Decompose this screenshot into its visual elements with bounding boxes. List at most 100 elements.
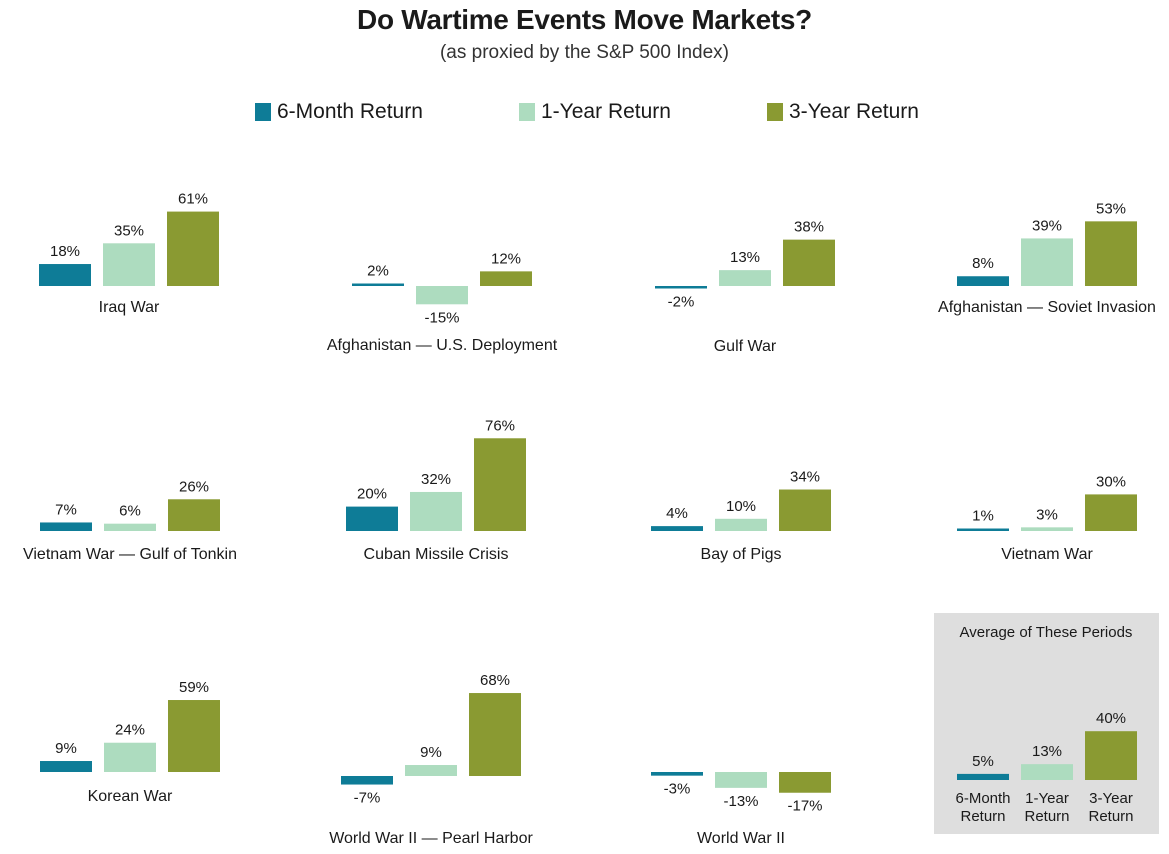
panel-iraq-war-value-label-6-month: 18% — [50, 243, 80, 260]
panel-gulf-war-category-label: Gulf War — [714, 338, 777, 355]
panel-cuban-missile-crisis-category-label: Cuban Missile Crisis — [364, 546, 509, 563]
panel-bay-of-pigs-value-label-3-year: 34% — [790, 469, 820, 486]
panel-afghanistan-u-s-deployment-value-label-6-month: 2% — [367, 263, 389, 280]
panel-world-war-ii-value-label-1-year: -13% — [723, 793, 758, 810]
panel-afghanistan-soviet-invasion-category-label: Afghanistan — Soviet Invasion — [938, 299, 1156, 316]
average-value-label-1-year: 13% — [1032, 743, 1062, 760]
panel-gulf-war-bar-3-year — [783, 239, 835, 286]
panel-gulf-war-value-label-3-year: 38% — [794, 219, 824, 236]
panel-korean-war-bar-1-year — [104, 742, 156, 772]
panel-afghanistan-soviet-invasion-value-label-6-month: 8% — [972, 255, 994, 272]
panel-bay-of-pigs-value-label-6-month: 4% — [666, 505, 688, 522]
average-bar-3-year — [1085, 731, 1137, 780]
panel-afghanistan-soviet-invasion-bar-6-month — [957, 276, 1009, 286]
average-category-label-1-year-line-1: 1-Year — [1025, 790, 1069, 807]
panel-afghanistan-soviet-invasion-value-label-3-year: 53% — [1096, 200, 1126, 217]
panel-afghanistan-u-s-deployment-bar-6-month — [352, 283, 404, 286]
legend-item-6-month: 6-Month Return — [255, 100, 423, 124]
average-bar-1-year — [1021, 764, 1073, 780]
panel-vietnam-war-gulf-of-tonkin-category-label: Vietnam War — Gulf of Tonkin — [23, 546, 237, 563]
panel-cuban-missile-crisis-bar-3-year — [474, 438, 526, 531]
panel-vietnam-war-bar-6-month — [957, 528, 1009, 531]
panel-bay-of-pigs-bar-3-year — [779, 489, 831, 531]
panel-vietnam-war-gulf-of-tonkin-bar-6-month — [40, 522, 92, 531]
panel-world-war-ii-value-label-3-year: -17% — [787, 798, 822, 815]
panel-world-war-ii-bar-1-year — [715, 772, 767, 788]
panel-vietnam-war-bar-1-year — [1021, 527, 1073, 531]
panel-afghanistan-u-s-deployment-bar-3-year — [480, 271, 532, 286]
panel-bay-of-pigs-category-label: Bay of Pigs — [701, 546, 782, 563]
panel-cuban-missile-crisis-value-label-6-month: 20% — [357, 486, 387, 503]
panel-vietnam-war-gulf-of-tonkin — [40, 499, 220, 531]
panel-world-war-ii-pearl-harbor-value-label-3-year: 68% — [480, 672, 510, 689]
panel-afghanistan-u-s-deployment-category-label: Afghanistan — U.S. Deployment — [327, 337, 558, 354]
panel-bay-of-pigs-value-label-1-year: 10% — [726, 498, 756, 515]
average-bar-6-month — [957, 773, 1009, 780]
panel-vietnam-war-gulf-of-tonkin-value-label-1-year: 6% — [119, 503, 141, 520]
legend-item-1-year: 1-Year Return — [519, 100, 671, 124]
legend-item-3-year: 3-Year Return — [767, 100, 919, 124]
panel-iraq-war-bar-6-month — [39, 264, 91, 286]
panel-world-war-ii-bar-6-month — [651, 772, 703, 776]
panel-vietnam-war-value-label-3-year: 30% — [1096, 473, 1126, 490]
panel-afghanistan-soviet-invasion — [957, 221, 1137, 286]
panel-world-war-ii-pearl-harbor-category-label: World War II — Pearl Harbor — [329, 830, 533, 847]
panel-cuban-missile-crisis-bar-1-year — [410, 491, 462, 531]
panel-korean-war-value-label-1-year: 24% — [115, 722, 145, 739]
panel-world-war-ii-value-label-6-month: -3% — [664, 781, 691, 798]
legend-label-6-month: 6-Month Return — [277, 100, 423, 123]
panel-gulf-war-bar-6-month — [655, 286, 707, 289]
panel-world-war-ii — [651, 772, 831, 793]
panel-korean-war-bar-3-year — [168, 700, 220, 772]
panel-world-war-ii-pearl-harbor-bar-3-year — [469, 693, 521, 776]
panel-afghanistan-u-s-deployment-bar-1-year — [416, 286, 468, 305]
panel-korean-war-category-label: Korean War — [88, 788, 173, 805]
panel-gulf-war — [655, 239, 835, 289]
average-category-label-6-month-line-1: 6-Month — [955, 790, 1010, 807]
panel-gulf-war-bar-1-year — [719, 270, 771, 286]
panel-gulf-war-value-label-1-year: 13% — [730, 249, 760, 266]
panel-world-war-ii-pearl-harbor-value-label-6-month: -7% — [354, 790, 381, 807]
panel-korean-war — [40, 700, 220, 772]
panel-bay-of-pigs-bar-6-month — [651, 526, 703, 531]
average-category-label-1-year-line-2: Return — [1024, 808, 1069, 825]
panel-bay-of-pigs — [651, 489, 831, 531]
panel-cuban-missile-crisis-value-label-3-year: 76% — [485, 417, 515, 434]
panel-vietnam-war-category-label: Vietnam War — [1001, 546, 1093, 563]
panel-world-war-ii-category-label: World War II — [697, 830, 785, 847]
average-category-label-6-month-line-2: Return — [960, 808, 1005, 825]
panel-vietnam-war-value-label-1-year: 3% — [1036, 506, 1058, 523]
panel-world-war-ii-pearl-harbor — [341, 693, 521, 785]
panel-vietnam-war-gulf-of-tonkin-bar-1-year — [104, 523, 156, 531]
panel-iraq-war-bar-1-year — [103, 243, 155, 286]
average-category-label-3-year-line-1: 3-Year — [1089, 790, 1133, 807]
panel-world-war-ii-pearl-harbor-bar-6-month — [341, 776, 393, 785]
panel-afghanistan-u-s-deployment-value-label-3-year: 12% — [491, 250, 521, 267]
panel-vietnam-war-value-label-6-month: 1% — [972, 508, 994, 525]
panel-vietnam-war-gulf-of-tonkin-value-label-6-month: 7% — [55, 501, 77, 518]
panel-iraq-war-bar-3-year — [167, 211, 219, 286]
panel-cuban-missile-crisis-bar-6-month — [346, 506, 398, 531]
average-panel-title: Average of These Periods — [960, 624, 1133, 641]
panel-korean-war-value-label-3-year: 59% — [179, 679, 209, 696]
average-panel — [934, 613, 1159, 834]
panel-korean-war-value-label-6-month: 9% — [55, 740, 77, 757]
legend-swatch-3-year — [767, 103, 783, 121]
chart-title: Do Wartime Events Move Markets? — [357, 4, 812, 35]
average-panel-background — [934, 613, 1159, 834]
panel-vietnam-war-gulf-of-tonkin-bar-3-year — [168, 499, 220, 531]
panel-vietnam-war — [957, 494, 1137, 531]
average-value-label-6-month: 5% — [972, 753, 994, 770]
average-category-label-3-year-line-2: Return — [1088, 808, 1133, 825]
panel-afghanistan-u-s-deployment — [352, 271, 532, 305]
panel-iraq-war-category-label: Iraq War — [99, 299, 160, 316]
panel-iraq-war-value-label-1-year: 35% — [114, 222, 144, 239]
chart-subtitle: (as proxied by the S&P 500 Index) — [439, 42, 730, 63]
panel-world-war-ii-pearl-harbor-value-label-1-year: 9% — [420, 744, 442, 761]
panel-cuban-missile-crisis-value-label-1-year: 32% — [421, 471, 451, 488]
panel-gulf-war-value-label-6-month: -2% — [668, 294, 695, 311]
panel-afghanistan-soviet-invasion-value-label-1-year: 39% — [1032, 217, 1062, 234]
panel-iraq-war — [39, 211, 219, 286]
panel-world-war-ii-pearl-harbor-bar-1-year — [405, 765, 457, 776]
